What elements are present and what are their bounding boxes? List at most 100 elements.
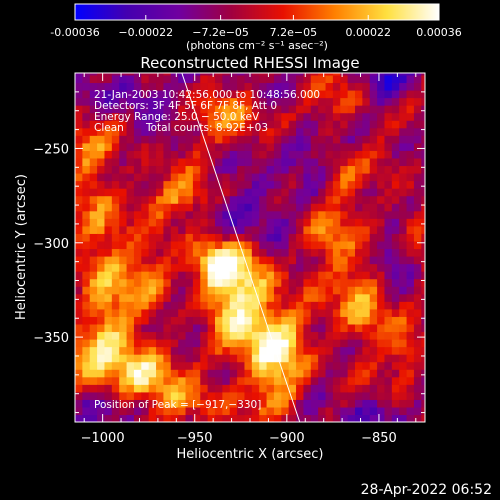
heatmap-cell xyxy=(391,240,400,250)
heatmap-cell xyxy=(215,112,223,121)
heatmap-cell xyxy=(126,384,135,393)
heatmap-cell xyxy=(215,248,223,257)
heatmap-cell xyxy=(259,135,268,144)
heatmap-cell xyxy=(377,172,386,182)
heatmap-cell xyxy=(126,203,135,212)
heatmap-cell xyxy=(192,89,201,99)
heatmap-cell xyxy=(97,316,106,325)
heatmap-cell xyxy=(413,278,422,287)
heatmap-cell xyxy=(362,127,371,136)
heatmap-cell xyxy=(119,369,128,378)
heatmap-cell xyxy=(111,172,120,182)
heatmap-cell xyxy=(200,323,209,333)
heatmap-cell xyxy=(332,180,341,189)
heatmap-cell xyxy=(111,293,120,302)
heatmap-cell xyxy=(126,97,135,106)
heatmap-cell xyxy=(192,263,201,272)
colorbar-tick-label: −0.00022 xyxy=(118,26,173,39)
heatmap-cell xyxy=(244,218,253,227)
heatmap-cell xyxy=(391,73,400,76)
heatmap-cell xyxy=(251,286,260,295)
heatmap-cell xyxy=(406,346,415,355)
heatmap-cell xyxy=(303,346,312,355)
heatmap-cell xyxy=(104,286,113,295)
heatmap-cell xyxy=(163,112,172,121)
heatmap-cell xyxy=(133,218,142,227)
heatmap-cell xyxy=(104,188,113,197)
heatmap-cell xyxy=(229,384,238,393)
heatmap-cell xyxy=(413,391,422,400)
heatmap-cell xyxy=(141,406,150,416)
heatmap-cell xyxy=(332,82,341,91)
heatmap-cell xyxy=(185,74,194,84)
heatmap-cell xyxy=(237,157,246,167)
heatmap-cell xyxy=(82,127,91,136)
heatmap-cell xyxy=(288,248,297,257)
heatmap-cell xyxy=(207,331,216,340)
heatmap-cell xyxy=(251,142,260,151)
heatmap-cell xyxy=(148,233,157,242)
heatmap-cell xyxy=(215,188,223,197)
heatmap-cell xyxy=(89,127,98,136)
heatmap-cell xyxy=(318,135,327,144)
heatmap-cell xyxy=(89,301,98,310)
heatmap-cell xyxy=(362,195,371,204)
heatmap-cell xyxy=(288,376,297,385)
heatmap-cell xyxy=(141,210,150,219)
heatmap-cell xyxy=(222,203,231,212)
heatmap-cell xyxy=(406,105,415,114)
heatmap-cell xyxy=(288,210,297,219)
heatmap-cell xyxy=(229,225,238,234)
heatmap-cell xyxy=(266,255,275,265)
heatmap-cell xyxy=(355,384,363,393)
heatmap-cell xyxy=(141,97,150,106)
heatmap-cell xyxy=(325,97,334,106)
heatmap-cell xyxy=(82,150,91,159)
heatmap-cell xyxy=(119,406,128,416)
heatmap-cell xyxy=(75,376,83,385)
heatmap-cell xyxy=(362,142,371,151)
heatmap-cell xyxy=(148,89,157,99)
heatmap-cell xyxy=(310,361,319,370)
heatmap-cell xyxy=(413,157,422,167)
heatmap-cell xyxy=(75,165,83,174)
heatmap-cell xyxy=(148,82,157,91)
heatmap-cell xyxy=(222,89,231,99)
heatmap-cell xyxy=(133,316,142,325)
heatmap-cell xyxy=(75,369,83,378)
heatmap-cell xyxy=(340,293,349,302)
heatmap-cell xyxy=(377,127,386,136)
heatmap-cell xyxy=(251,391,260,400)
heatmap-cell xyxy=(310,142,319,151)
heatmap-cell xyxy=(200,97,209,106)
heatmap-cell xyxy=(141,384,150,393)
heatmap-cell xyxy=(303,293,312,302)
heatmap-cell xyxy=(421,263,425,272)
heatmap-cell xyxy=(377,346,386,355)
heatmap-cell xyxy=(406,308,415,317)
heatmap-cell xyxy=(251,346,260,355)
heatmap-cell xyxy=(148,135,157,144)
heatmap-cell xyxy=(384,255,393,265)
heatmap-cell xyxy=(141,157,150,167)
heatmap-cell xyxy=(325,308,334,317)
heatmap-cell xyxy=(229,323,238,333)
heatmap-cell xyxy=(133,89,142,99)
heatmap-cell xyxy=(259,399,268,408)
heatmap-cell xyxy=(251,188,260,197)
heatmap-cell xyxy=(332,414,341,422)
heatmap-cell xyxy=(384,308,393,317)
heatmap-cell xyxy=(207,127,216,136)
heatmap-cell xyxy=(141,323,150,333)
heatmap-cell xyxy=(170,127,179,136)
heatmap-cell xyxy=(288,180,297,189)
heatmap-cell xyxy=(148,165,157,174)
heatmap-cell xyxy=(273,74,282,84)
heatmap-cell xyxy=(178,233,187,242)
heatmap-cell xyxy=(325,172,334,182)
heatmap-cell xyxy=(192,414,201,422)
heatmap-cell xyxy=(207,278,216,287)
heatmap-cell xyxy=(421,414,425,422)
heatmap-cell xyxy=(310,203,319,212)
heatmap-cell xyxy=(266,384,275,393)
